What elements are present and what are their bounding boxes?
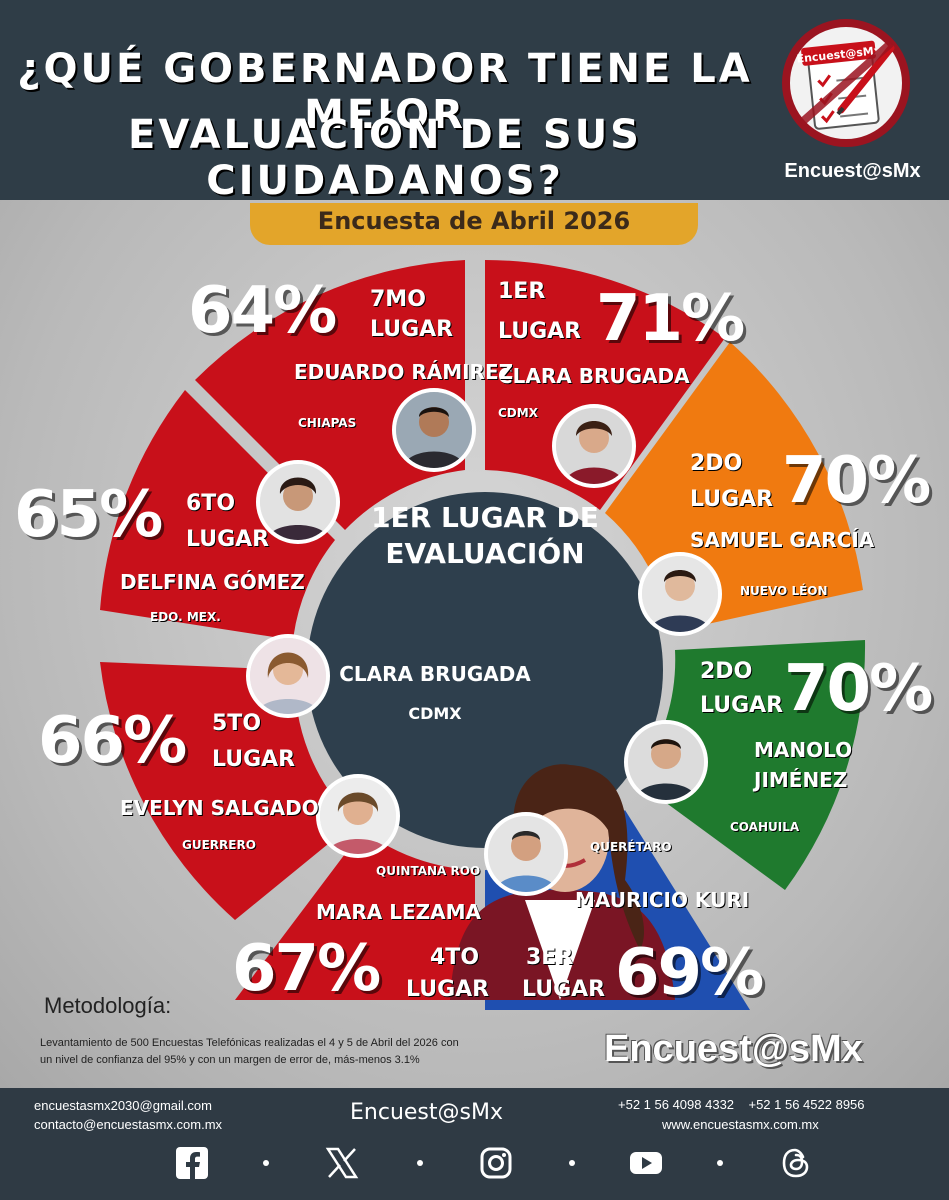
rank-1-percent: 71% xyxy=(596,282,745,356)
subtitle-banner xyxy=(250,203,698,245)
avatar-manolo-jimenez xyxy=(624,720,708,804)
footer-website[interactable]: www.encuestasmx.com.mx xyxy=(662,1117,819,1132)
segment-1er-clara-brugada xyxy=(485,260,725,510)
segment-6to-delfina-gomez xyxy=(100,390,335,640)
rank-7-rank: 7MO xyxy=(370,287,426,312)
separator-dot xyxy=(417,1160,423,1166)
avatar-clara-brugada xyxy=(552,404,636,488)
rank-3-rank: 3ER xyxy=(526,945,574,970)
rank-2a-state: NUEVO LÉON xyxy=(740,584,828,598)
rank-6-place: LUGAR xyxy=(186,527,270,552)
person-icon xyxy=(628,724,704,800)
center-title: 1ER LUGAR DE EVALUACIÓN xyxy=(350,500,620,572)
segment-2do-manolo-jimenez xyxy=(635,640,866,890)
brand-bottom: Encuest@sMx xyxy=(604,1028,863,1070)
avatar-delfina-gomez xyxy=(256,460,340,544)
avatar-eduardo-ramirez xyxy=(392,388,476,472)
facebook-icon[interactable] xyxy=(174,1145,210,1181)
person-icon xyxy=(556,408,632,484)
avatar-mauricio-kuri xyxy=(484,812,568,896)
footer-email-1[interactable]: encuestasmx2030@gmail.com xyxy=(34,1098,212,1113)
rank-5-state: GUERRERO xyxy=(182,838,256,852)
rank-7-state: CHIAPAS xyxy=(298,416,357,430)
metodologia-line-1: Levantamiento de 500 Encuestas Telefónic… xyxy=(40,1037,459,1049)
rank-2a-percent: 70% xyxy=(782,444,931,518)
rank-5-name: EVELYN SALGADO xyxy=(120,796,319,820)
separator-dot xyxy=(717,1160,723,1166)
metodologia-label: Metodología: xyxy=(44,993,172,1018)
avatar-samuel-garcia xyxy=(638,552,722,636)
rank-2b-percent: 70% xyxy=(784,652,933,726)
rank-6-state: EDO. MEX. xyxy=(150,610,221,624)
threads-icon[interactable] xyxy=(778,1145,814,1181)
rank-7-name: EDUARDO RÁMIREZ xyxy=(294,360,514,384)
rank-2a-rank: 2DO xyxy=(690,451,743,476)
subtitle: Encuesta de Abril 2026 xyxy=(317,207,631,235)
rank-2b-name-line2: JIMÉNEZ xyxy=(754,768,848,792)
rank-3-place: LUGAR xyxy=(522,977,606,1002)
rank-2a-name: SAMUEL GARCÍA xyxy=(690,528,875,552)
segment-5to-evelyn-salgado xyxy=(100,662,355,920)
footer xyxy=(0,1088,949,1200)
title-line-1: ¿QUÉ GOBERNADOR TIENE LA MEJOR xyxy=(17,46,753,138)
rank-3-name: MAURICIO KURI xyxy=(575,888,750,912)
rank-2b-place: LUGAR xyxy=(700,693,784,718)
avatar-evelyn-salgado xyxy=(246,634,330,718)
center-title-line-1: 1ER LUGAR DE xyxy=(371,501,599,534)
segment-4to-mara-lezama xyxy=(235,830,475,1000)
rank-4-rank: 4TO xyxy=(430,945,480,970)
rank-5-percent: 66% xyxy=(38,704,187,778)
instagram-icon[interactable] xyxy=(478,1145,514,1181)
rank-6-name: DELFINA GÓMEZ xyxy=(120,570,305,594)
metodologia-line-2: un nivel de confianza del 95% y con un m… xyxy=(40,1054,420,1066)
header: ¿QUÉ GOBERNADOR TIENE LA MEJOR EVALUACIÓ… xyxy=(0,0,949,204)
person-icon xyxy=(250,638,326,714)
avatar-mara-lezama xyxy=(316,774,400,858)
rank-1-rank: 1ER xyxy=(498,279,546,304)
title-line-2: EVALUACIÓN DE SUS CIUDADANOS? xyxy=(128,112,642,204)
rank-5-place: LUGAR xyxy=(212,747,296,772)
rank-6-rank: 6TO xyxy=(186,491,236,516)
footer-brand: Encuest@sMx xyxy=(350,1100,503,1125)
rank-6-percent: 65% xyxy=(14,478,163,552)
rank-2b-name-line1: MANOLO xyxy=(754,738,853,762)
rank-1-state: CDMX xyxy=(498,406,538,420)
center-name: CLARA BRUGADA xyxy=(339,662,531,686)
rank-4-name: MARA LEZAMA xyxy=(316,900,481,924)
rank-4-state: QUINTANA ROO xyxy=(376,864,481,878)
x-icon[interactable] xyxy=(324,1145,360,1181)
segment-7mo-eduardo-ramirez xyxy=(195,260,465,530)
separator-dot xyxy=(569,1160,575,1166)
rank-1-place: LUGAR xyxy=(498,319,582,344)
rank-7-percent: 64% xyxy=(188,274,337,348)
rank-2b-state: COAHUILA xyxy=(730,820,800,834)
rank-2a-place: LUGAR xyxy=(690,487,774,512)
rank-4-percent: 67% xyxy=(232,932,381,1006)
person-icon xyxy=(396,392,472,468)
rank-2b-rank: 2DO xyxy=(700,659,753,684)
rank-5-rank: 5TO xyxy=(212,711,262,736)
center-state: CDMX xyxy=(408,704,462,723)
footer-phones: +52 1 56 4098 4332 +52 1 56 4522 8956 xyxy=(618,1097,865,1112)
logo-caption: Encuest@sMx xyxy=(784,160,921,182)
youtube-icon[interactable] xyxy=(628,1145,664,1181)
person-icon xyxy=(488,816,564,892)
separator-dot xyxy=(263,1160,269,1166)
person-icon xyxy=(642,556,718,632)
rank-1-name: CLARA BRUGADA xyxy=(498,364,690,388)
center-circle xyxy=(307,492,663,848)
survey-logo-icon: Encuest@sMx xyxy=(782,19,910,147)
rank-3-percent: 69% xyxy=(615,936,764,1010)
center-title-line-2: EVALUACIÓN xyxy=(385,537,585,570)
rank-7-place: LUGAR xyxy=(370,317,454,342)
person-icon xyxy=(320,778,396,854)
footer-email-2[interactable]: contacto@encuestasmx.com.mx xyxy=(34,1117,223,1132)
metodologia-text: Levantamiento de 500 Encuestas Telefónic… xyxy=(40,1035,560,1069)
rank-4-place: LUGAR xyxy=(406,977,490,1002)
person-icon xyxy=(260,464,336,540)
rank-3-state: QUERÉTARO xyxy=(590,840,672,854)
